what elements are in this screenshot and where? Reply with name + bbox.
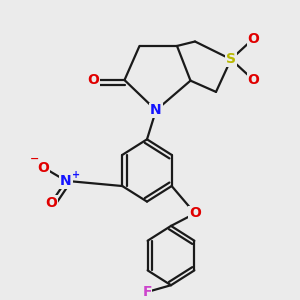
Text: O: O — [38, 160, 50, 175]
Text: O: O — [248, 73, 260, 87]
Text: N: N — [60, 174, 72, 188]
Text: S: S — [226, 52, 236, 66]
Text: O: O — [248, 32, 260, 46]
Text: F: F — [142, 285, 152, 299]
Text: O: O — [45, 196, 57, 210]
Text: O: O — [87, 73, 99, 87]
Text: −: − — [30, 154, 39, 164]
Text: N: N — [150, 103, 162, 117]
Text: O: O — [189, 206, 201, 220]
Text: +: + — [72, 170, 81, 180]
